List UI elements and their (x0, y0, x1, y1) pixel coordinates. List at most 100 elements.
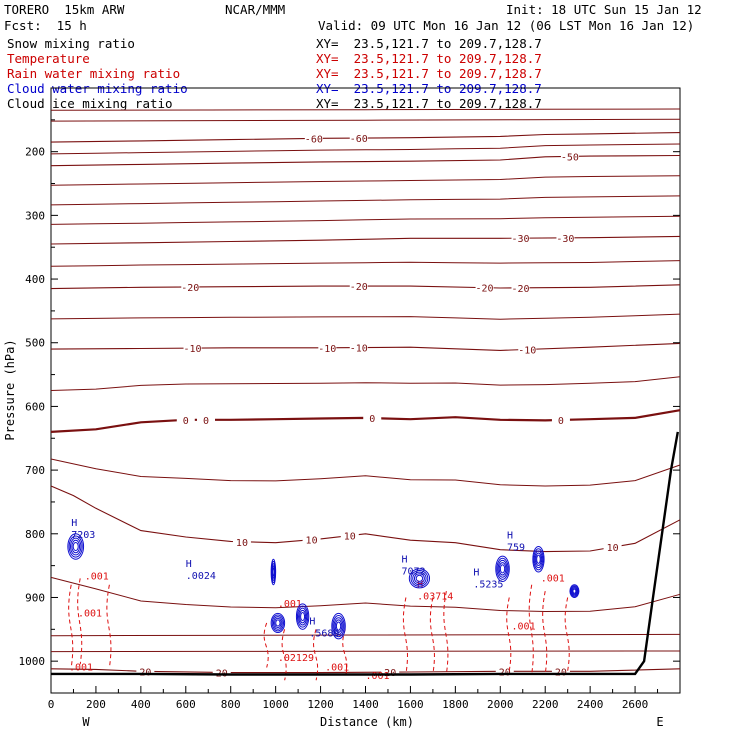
cloud-water-contour (536, 554, 541, 564)
temperature-label-bg (381, 666, 400, 678)
temperature-contour-minor (50, 376, 681, 391)
temperature-contour (50, 132, 681, 143)
rain-water-label: .001 (325, 663, 349, 674)
cloud-water-contour (532, 546, 545, 573)
rain-water-label: .001 (69, 663, 93, 674)
temperature-label-bg (197, 413, 216, 425)
temperature-label-bg (212, 666, 231, 678)
temperature-label-bg (511, 281, 530, 293)
cloud-water-contour (572, 588, 577, 594)
rain-water-contour (564, 597, 570, 671)
temperature-contour-minor (50, 313, 681, 320)
temperature-contour-minor (50, 215, 681, 225)
cloud-water-contour (332, 615, 345, 638)
temperature-label-bg (475, 281, 494, 293)
rain-water-label: .001 (278, 599, 302, 610)
cloud-water-contour (270, 612, 286, 634)
x-tick-label: 2200 (532, 698, 559, 711)
x-tick-label: 600 (176, 698, 196, 711)
cloud-water-contour (275, 619, 281, 627)
legend-rain-label: Rain water mixing ratio (7, 66, 181, 81)
x-axis-label: Distance (km) (320, 715, 414, 729)
temperature-contour-minor (50, 108, 681, 111)
y-axis-label: Pressure (hPa) (3, 339, 17, 440)
rain-water-contour (77, 578, 83, 665)
legend-snow-label: Snow mixing ratio (7, 36, 135, 51)
cloud-water-contour (331, 612, 346, 640)
legend-cloudwater-label: Cloud water mixing ratio (7, 81, 188, 96)
temperature-contour-minor (50, 118, 681, 122)
y-tick-label: 200 (25, 146, 45, 159)
cloud-water-contour (298, 607, 308, 626)
x-tick-label: 2000 (487, 698, 514, 711)
cloud-water-contour (570, 585, 579, 597)
cloud-water-contour (499, 564, 506, 574)
temperature-label-bg (495, 665, 514, 677)
temperature-contour-label: -60 (305, 134, 323, 145)
cloud-water-contour (496, 557, 509, 580)
temperature-label-bg (551, 665, 570, 677)
init-label: Init: 18 UTC Sun 15 Jan 12 (506, 2, 702, 17)
x-tick-label: 1600 (397, 698, 424, 711)
legend-snow-xy: XY= 23.5,121.7 to 209.7,128.7 (316, 36, 542, 51)
cloud-water-max-marker: H (71, 518, 77, 529)
temperature-label-bg (232, 535, 251, 547)
temperature-contour-label: -10 (183, 344, 201, 355)
rain-water-label: .001 (541, 574, 565, 585)
rain-water-contour (263, 622, 269, 668)
x-tick-label: 1800 (442, 698, 469, 711)
temperature-contour-label: -20 (476, 284, 494, 295)
temperature-contour-label: 10 (344, 532, 356, 543)
rain-water-contour (106, 584, 112, 668)
cloud-water-contour (498, 562, 507, 576)
temperature-contour-label: -20 (350, 282, 368, 293)
cloud-water-contour (535, 552, 542, 567)
cloud-water-contour (295, 603, 310, 630)
x-tick-label: 2400 (577, 698, 604, 711)
terrain-line (51, 431, 679, 676)
temperature-label-bg (556, 231, 575, 243)
cloud-water-contour (534, 550, 543, 569)
cloud-water-max-marker: H (309, 617, 315, 628)
temperature-label-bg (349, 132, 368, 144)
cloud-water-contour (67, 533, 85, 560)
temperature-contour-label: 0 (183, 416, 189, 427)
cloud-water-max-value: 759 (507, 543, 525, 554)
cloud-water-max-value: 7072 (401, 567, 425, 578)
y-tick-label: 500 (25, 337, 45, 350)
temperature-contour-minor (50, 576, 681, 613)
y-tick-label: 1000 (19, 655, 46, 668)
temperature-contour-label: 0 (558, 416, 564, 427)
cloud-water-contour (571, 587, 578, 595)
cloud-water-max-value: .0024 (186, 571, 216, 582)
x-tick-label: 200 (86, 698, 106, 711)
cloud-water-contour (410, 569, 429, 587)
temperature-contour-label: 10 (607, 543, 619, 554)
rain-water-contour (542, 591, 548, 674)
temperature-contour-label: 0 (203, 416, 209, 427)
temperature-label-bg (302, 533, 321, 545)
temperature-contour-label: -20 (511, 284, 529, 295)
temperature-contour-label: -10 (518, 345, 536, 356)
cloud-water-contour (415, 574, 424, 582)
temperature-contour (50, 235, 681, 245)
temperature-label-bg (176, 413, 195, 425)
x-tick-label: 0 (48, 698, 55, 711)
temperature-label-bg (551, 413, 570, 425)
y-tick-label: 800 (25, 528, 45, 541)
x-end-label-west: W (82, 715, 90, 729)
model-label: TORERO 15km ARW (4, 2, 125, 17)
rain-water-contour (443, 591, 449, 674)
rain-water-contour (528, 584, 534, 674)
rain-water-label: .001 (85, 572, 109, 583)
legend-cloudice-label: Cloud ice mixing ratio (7, 96, 173, 111)
cloud-water-contour (569, 584, 580, 598)
y-tick-label: 300 (25, 209, 45, 222)
y-tick-label: 700 (25, 464, 45, 477)
temperature-contour-label: -20 (181, 283, 199, 294)
cloud-water-max-value: .5689 (309, 629, 339, 640)
temperature-label-bg (560, 150, 579, 162)
temperature-contour-label: -30 (556, 234, 574, 245)
temperature-contour-label: -10 (350, 344, 368, 355)
